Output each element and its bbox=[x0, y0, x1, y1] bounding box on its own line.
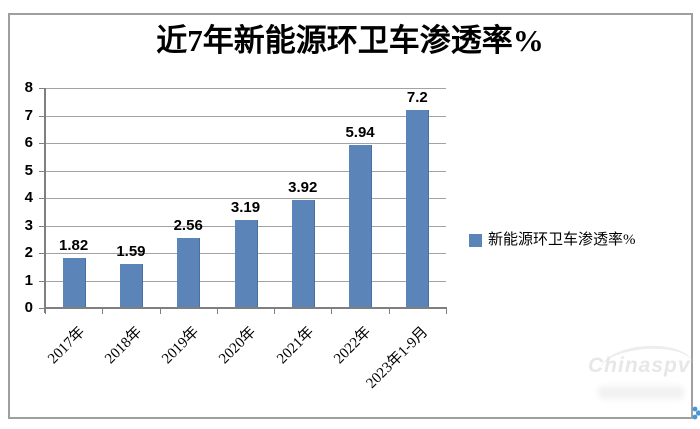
y-tick-label: 4 bbox=[24, 189, 33, 206]
y-tick-label: 1 bbox=[24, 271, 33, 289]
gridline bbox=[45, 88, 446, 89]
x-axis-tick bbox=[216, 309, 218, 314]
y-tick-label: 6 bbox=[24, 134, 33, 151]
y-axis-tick bbox=[39, 198, 45, 199]
x-tick-label: 2021年 bbox=[273, 324, 318, 368]
x-tick-label: 2018年 bbox=[102, 324, 146, 368]
x-axis bbox=[44, 307, 447, 309]
y-tick-label: 5 bbox=[24, 161, 33, 179]
bar bbox=[177, 237, 201, 308]
y-axis-tick bbox=[39, 280, 45, 282]
x-axis-tick bbox=[45, 309, 46, 314]
y-axis-tick bbox=[39, 115, 45, 117]
x-axis-tick bbox=[388, 309, 390, 314]
y-tick-label: 8 bbox=[24, 79, 33, 96]
y-axis-tick bbox=[39, 170, 45, 172]
y-axis-tick bbox=[39, 143, 45, 144]
x-tick-label: 2020年 bbox=[216, 324, 260, 368]
bar-value-label: 2.56 bbox=[173, 216, 203, 234]
bar bbox=[406, 110, 430, 308]
bar-value-label: 3.19 bbox=[230, 199, 261, 217]
y-axis-tick bbox=[39, 88, 45, 89]
x-tick-label: 2017年 bbox=[44, 324, 88, 368]
x-axis-tick bbox=[446, 309, 447, 314]
x-axis-tick bbox=[274, 309, 276, 314]
y-tick-label: 7 bbox=[24, 106, 33, 124]
gridline bbox=[45, 115, 446, 117]
legend: 新能源环卫车渗透率% bbox=[469, 232, 636, 249]
y-axis-tick bbox=[39, 253, 45, 254]
gridline bbox=[45, 198, 446, 199]
bar bbox=[349, 144, 373, 308]
chart-title: 近7年新能源环卫车渗透率% bbox=[156, 23, 544, 58]
gridline bbox=[45, 143, 446, 144]
bar bbox=[291, 200, 315, 308]
x-axis-tick bbox=[331, 309, 333, 314]
x-axis-tick bbox=[159, 309, 161, 314]
bar-value-label: 5.94 bbox=[345, 123, 375, 141]
y-tick-label: 3 bbox=[24, 216, 33, 234]
bar bbox=[119, 264, 143, 308]
gridline bbox=[45, 170, 446, 172]
y-tick-label: 0 bbox=[24, 299, 33, 316]
corner-logo-icon bbox=[692, 406, 700, 420]
bar-value-label: 1.59 bbox=[116, 243, 146, 261]
x-tick-label: 2022年 bbox=[331, 324, 375, 368]
legend-label: 新能源环卫车渗透率% bbox=[488, 232, 636, 248]
y-axis-tick bbox=[39, 308, 45, 309]
x-axis-tick bbox=[102, 309, 104, 314]
bar-value-label: 3.92 bbox=[288, 179, 318, 197]
bar-value-label: 7.2 bbox=[406, 89, 428, 106]
y-tick-label: 2 bbox=[24, 244, 33, 261]
bar-value-label: 1.82 bbox=[59, 236, 89, 254]
bar bbox=[62, 257, 86, 308]
y-axis bbox=[44, 88, 46, 313]
y-axis-tick bbox=[39, 225, 45, 227]
x-tick-label: 2019年 bbox=[159, 324, 203, 368]
legend-series-marker-icon bbox=[469, 234, 482, 247]
bar bbox=[234, 220, 258, 308]
